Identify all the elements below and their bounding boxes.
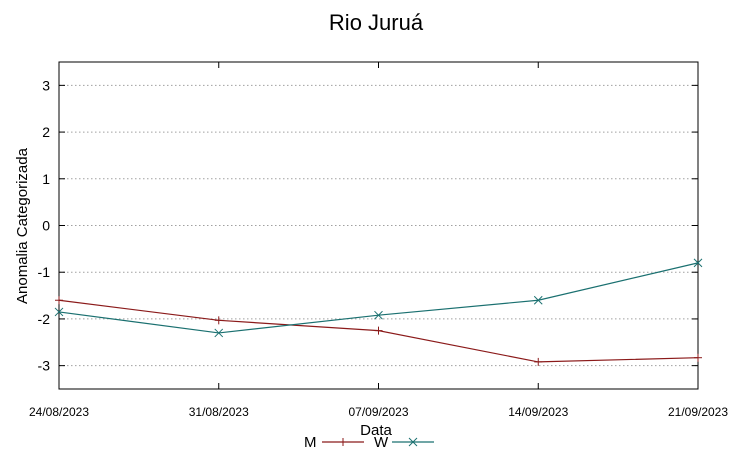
grid-layer — [58, 62, 699, 389]
x-tick-label: 21/09/2023 — [668, 405, 728, 419]
y-tick-labels: 3 2 1 0 -1 -2 -3 — [38, 77, 51, 373]
series-point-m — [214, 316, 223, 325]
legend-marker — [339, 438, 347, 446]
x-tick-label: 07/09/2023 — [348, 405, 408, 419]
series-point-w — [374, 310, 383, 320]
series-point-w — [533, 295, 543, 305]
series-layer — [54, 258, 703, 366]
y-tick-label: -3 — [38, 358, 51, 374]
series-line-w — [58, 262, 699, 334]
x-tick-labels: 24/08/2023 31/08/2023 07/09/2023 14/09/2023… — [29, 405, 728, 419]
y-tick-label: 0 — [42, 218, 50, 234]
series-point-m — [694, 353, 702, 362]
x-tick-label: 14/09/2023 — [508, 405, 568, 419]
x-axis-label: Data — [360, 422, 392, 439]
legend-label: W — [374, 434, 389, 451]
legend-label: M — [304, 434, 317, 451]
y-tick-label: 2 — [42, 124, 50, 140]
series-point-w — [54, 307, 64, 317]
series-point-m — [534, 357, 543, 366]
series-point-m — [374, 326, 383, 335]
y-axis-label: Anomalia Categorizada — [14, 147, 31, 304]
x-tick-label: 31/08/2023 — [189, 405, 249, 419]
y-tick-label: -1 — [38, 264, 51, 280]
series-point-m — [55, 296, 63, 305]
y-tick-label: 3 — [42, 77, 50, 93]
y-tick-label: -2 — [38, 311, 51, 327]
y-tick-label: 1 — [42, 171, 50, 187]
legend-marker — [408, 437, 418, 447]
plot-frame — [58, 61, 699, 390]
series-point-w — [693, 258, 703, 268]
x-tick-label: 24/08/2023 — [29, 405, 89, 419]
chart-title: Rio Juruá — [329, 10, 424, 35]
series-point-w — [214, 328, 224, 338]
